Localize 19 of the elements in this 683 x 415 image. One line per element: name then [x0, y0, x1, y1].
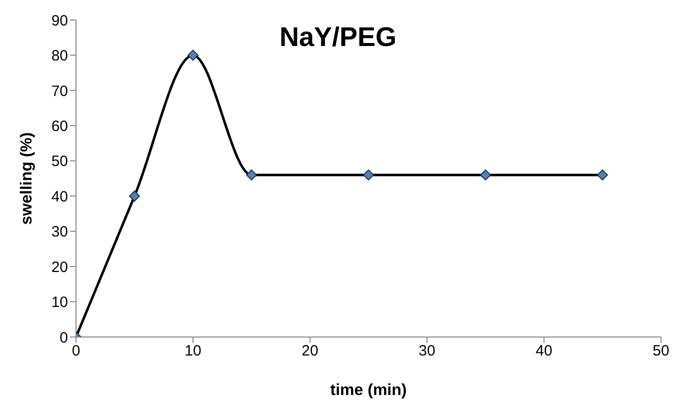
y-tick-label: 60: [51, 118, 68, 135]
y-tick-label: 0: [60, 329, 68, 346]
y-tick-label: 20: [51, 258, 68, 276]
y-axis-title: swelling (%): [18, 132, 36, 225]
y-tick-label: 10: [51, 294, 68, 312]
y-tick-label: 80: [51, 48, 68, 65]
x-axis-title: time (min): [330, 382, 407, 399]
y-tick-label: 40: [51, 188, 68, 206]
y-tick-label: 70: [51, 82, 68, 100]
x-tick-label: 30: [418, 342, 436, 360]
chart-title: NaY/PEG: [279, 22, 397, 53]
y-tick-label: 50: [51, 153, 68, 170]
x-tick-label: 40: [536, 342, 552, 360]
x-tick-label: 20: [302, 342, 318, 360]
x-tick-label: 10: [184, 342, 202, 360]
y-tick-label: 30: [51, 224, 68, 241]
y-tick-label: 90: [51, 12, 68, 30]
x-tick-label: 50: [652, 342, 670, 360]
x-tick-label: 0: [72, 342, 80, 360]
